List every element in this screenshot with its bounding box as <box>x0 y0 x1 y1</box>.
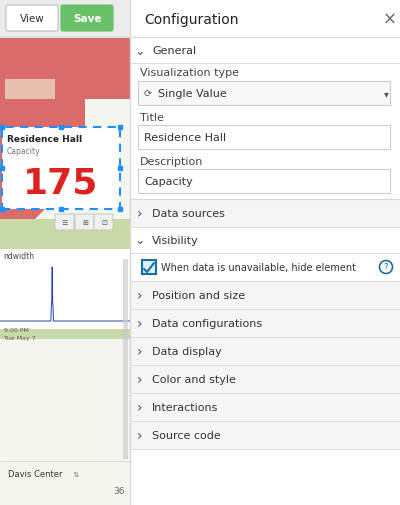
Text: ›: › <box>137 344 143 358</box>
Bar <box>130 38 400 64</box>
Text: When data is unavailable, hide element: When data is unavailable, hide element <box>161 263 356 273</box>
Text: Source code: Source code <box>152 430 221 440</box>
Text: Davis Center: Davis Center <box>8 470 62 479</box>
Text: Visibility: Visibility <box>152 235 199 245</box>
Text: ›: › <box>137 400 143 414</box>
Bar <box>138 170 390 193</box>
Text: Description: Description <box>140 157 203 167</box>
Text: ⟳: ⟳ <box>144 89 152 99</box>
Bar <box>130 0 400 505</box>
Text: Position and size: Position and size <box>152 290 245 300</box>
FancyBboxPatch shape <box>75 215 94 231</box>
Text: General: General <box>152 46 196 56</box>
Text: Residence Hall: Residence Hall <box>144 133 226 143</box>
Text: Capacity: Capacity <box>7 146 41 155</box>
Bar <box>0 249 130 329</box>
Bar <box>0 0 130 38</box>
Text: ⊞: ⊞ <box>82 220 88 226</box>
Bar <box>130 421 400 449</box>
Text: ⊡: ⊡ <box>101 220 107 226</box>
Bar <box>0 220 130 339</box>
Text: ×: × <box>383 11 397 29</box>
Text: 36: 36 <box>114 486 125 495</box>
Bar <box>123 260 128 459</box>
Text: Single Value: Single Value <box>158 89 227 99</box>
FancyBboxPatch shape <box>61 6 113 32</box>
Text: ?: ? <box>384 263 388 272</box>
FancyBboxPatch shape <box>94 215 113 231</box>
Bar <box>130 310 400 337</box>
Text: Configuration: Configuration <box>144 13 238 27</box>
Text: Capacity: Capacity <box>144 177 193 187</box>
Bar <box>142 261 156 274</box>
Text: ☰: ☰ <box>62 220 68 226</box>
Text: Title: Title <box>140 113 164 123</box>
Text: ndwidth: ndwidth <box>3 251 34 261</box>
Bar <box>0 38 130 505</box>
Text: Data display: Data display <box>152 346 222 357</box>
Bar <box>130 0 400 38</box>
FancyBboxPatch shape <box>55 215 74 231</box>
Bar <box>130 199 400 228</box>
Bar <box>130 393 400 421</box>
Bar <box>0 0 400 38</box>
Text: View: View <box>20 14 44 24</box>
FancyBboxPatch shape <box>2 128 120 210</box>
Text: ⇅: ⇅ <box>8 471 79 477</box>
Bar <box>138 126 390 149</box>
Text: Data sources: Data sources <box>152 209 225 219</box>
Text: Color and style: Color and style <box>152 374 236 384</box>
Text: ›: › <box>137 207 143 221</box>
Text: ⌄: ⌄ <box>135 44 145 58</box>
Text: Data configurations: Data configurations <box>152 318 262 328</box>
Bar <box>130 228 400 254</box>
Bar <box>130 337 400 365</box>
Polygon shape <box>0 175 55 220</box>
Text: Tue May 7: Tue May 7 <box>4 335 36 340</box>
Bar <box>138 82 390 106</box>
Text: 175: 175 <box>23 166 99 199</box>
Text: ▾: ▾ <box>384 89 388 99</box>
Bar <box>130 365 400 393</box>
Text: ›: › <box>137 372 143 386</box>
Polygon shape <box>0 38 130 175</box>
Polygon shape <box>5 80 55 100</box>
Text: Interactions: Interactions <box>152 402 218 412</box>
Text: ›: › <box>137 316 143 330</box>
Text: Residence Hall: Residence Hall <box>7 135 82 144</box>
FancyBboxPatch shape <box>6 6 58 32</box>
Text: Visualization type: Visualization type <box>140 68 239 78</box>
Text: ›: › <box>137 288 143 302</box>
Text: 9:00 PM: 9:00 PM <box>4 327 29 332</box>
Text: ⌄: ⌄ <box>135 234 145 247</box>
Bar <box>130 281 400 310</box>
Text: Save: Save <box>73 14 101 24</box>
Text: ›: › <box>137 428 143 442</box>
